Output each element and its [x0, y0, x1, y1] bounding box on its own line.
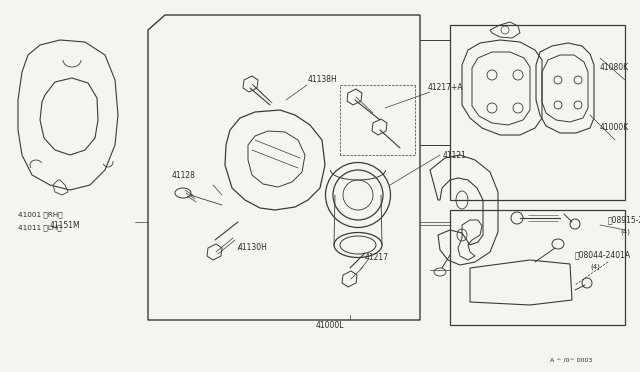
Text: 41128: 41128: [172, 170, 196, 180]
Text: 41217: 41217: [365, 253, 389, 263]
Bar: [450, 210, 625, 325]
Text: 41121: 41121: [443, 151, 467, 160]
Text: (4): (4): [590, 264, 600, 270]
Text: 41138H: 41138H: [308, 76, 338, 84]
Text: 41000L: 41000L: [316, 321, 344, 330]
Text: ⒲08044-2401A: ⒲08044-2401A: [575, 250, 631, 260]
Text: A ^ /0^ 0003: A ^ /0^ 0003: [550, 357, 593, 362]
Text: Ⓦ08915-2421A: Ⓦ08915-2421A: [608, 215, 640, 224]
Text: 41080K: 41080K: [600, 64, 629, 73]
Text: (4): (4): [620, 229, 630, 235]
Bar: [450, 25, 625, 200]
Text: 41217+A: 41217+A: [428, 83, 463, 92]
Text: 41000K: 41000K: [600, 124, 629, 132]
Text: 41001 〈RH〉: 41001 〈RH〉: [18, 212, 63, 218]
Text: 41130H: 41130H: [238, 244, 268, 253]
Text: 41151M: 41151M: [50, 221, 81, 230]
Text: 41011 〈LH〉: 41011 〈LH〉: [18, 225, 61, 231]
